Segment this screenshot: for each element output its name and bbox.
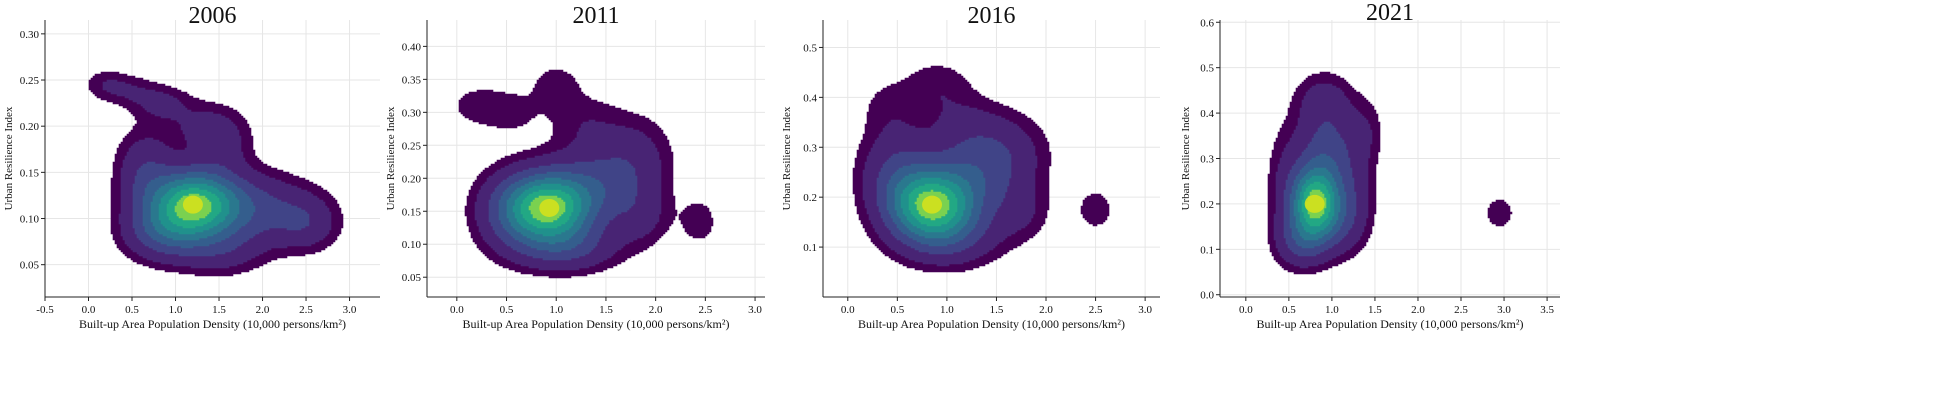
- x-tick-label: 0.0: [450, 304, 464, 316]
- kde-panel-2011: 0.0 0.5 1.0 1.5 2.0 2.5 3.0 0.05 0.10 0.15 0.20 0.2…: [380, 0, 775, 412]
- kde-panel-2016: 0.0 0.5 1.0 1.5 2.0 2.5 3.0 0.1 0.2 0.3 0.4 0.5 2016…: [775, 0, 1175, 412]
- x-tick-label: 0.5: [890, 304, 904, 316]
- x-tick-label: 3.0: [1497, 304, 1511, 316]
- y-tick-label: 0.20: [20, 121, 40, 133]
- x-tick-label: 3.0: [748, 304, 762, 316]
- chart-title: 2016: [968, 3, 1016, 29]
- kde-panel-2021: 0.0 0.5 1.0 1.5 2.0 2.5 3.0 3.5 0.0 0.1 0.2 0.3 0.4 0…: [1175, 0, 1568, 412]
- x-tick-label: 1.5: [599, 304, 613, 316]
- chart-title: 2021: [1366, 0, 1414, 26]
- x-tick-label: 1.5: [990, 304, 1004, 316]
- x-tick-label: -0.5: [36, 304, 54, 316]
- y-tick-label: 0.25: [402, 140, 422, 152]
- axes: 0.0 0.5 1.0 1.5 2.0 2.5 3.0 0.05 0.10 0.15 0.20 0.2…: [402, 20, 765, 316]
- y-tick-label: 0.4: [1200, 108, 1214, 120]
- kde-peak: [922, 195, 943, 214]
- x-tick-label: 2.0: [1039, 304, 1053, 316]
- kde-contours: [458, 69, 714, 279]
- x-tick-label: 2.0: [1411, 304, 1425, 316]
- y-tick-label: 0.25: [20, 75, 40, 87]
- axes: 0.0 0.5 1.0 1.5 2.0 2.5 3.0 3.5 0.0 0.1 0.2 0.3 0.4 0…: [1200, 17, 1560, 316]
- x-tick-label: 1.5: [212, 304, 226, 316]
- y-tick-label: 0.40: [402, 41, 422, 53]
- x-axis-label: Built-up Area Population Density (10,000…: [79, 317, 346, 331]
- y-tick-label: 0.6: [1200, 17, 1214, 29]
- x-tick-label: 0.5: [125, 304, 139, 316]
- y-tick-label: 0.2: [1200, 199, 1214, 211]
- y-tick-label: 0.30: [402, 107, 422, 119]
- x-tick-label: 2.5: [1454, 304, 1468, 316]
- x-tick-label: 2.5: [299, 304, 313, 316]
- x-tick-label: 0.0: [841, 304, 855, 316]
- y-tick-label: 0.0: [1200, 290, 1214, 302]
- chart-title: 2006: [189, 3, 237, 29]
- x-tick-label: 3.0: [1138, 304, 1152, 316]
- x-axis-label: Built-up Area Population Density (10,000…: [858, 317, 1125, 331]
- chart-svg: 0.0 0.5 1.0 1.5 2.0 2.5 3.0 3.5 0.0 0.1 0.2 0.3 0.4 0…: [1180, 0, 1560, 331]
- y-tick-label: 0.10: [402, 239, 422, 251]
- kde-peak: [1304, 194, 1325, 213]
- y-tick-label: 0.4: [803, 92, 817, 104]
- kde-peak: [539, 198, 560, 217]
- x-tick-label: 2.0: [256, 304, 270, 316]
- y-axis-label: Urban Resilience Index: [781, 106, 793, 210]
- kde-contours: [852, 65, 1110, 273]
- chart-svg: 0.0 0.5 1.0 1.5 2.0 2.5 3.0 0.05 0.10 0.15 0.20 0.2…: [385, 3, 765, 331]
- x-tick-label: 1.0: [549, 304, 563, 316]
- y-tick-label: 0.05: [402, 272, 422, 284]
- x-tick-label: 3.5: [1540, 304, 1554, 316]
- x-tick-label: 0.5: [500, 304, 514, 316]
- y-axis-label: Urban Resilience Index: [385, 106, 397, 210]
- chart-title: 2011: [572, 3, 619, 29]
- x-tick-label: 0.5: [1282, 304, 1296, 316]
- axes: 0.0 0.5 1.0 1.5 2.0 2.5 3.0 0.1 0.2 0.3 0.4 0.5: [803, 20, 1160, 316]
- x-tick-label: 3.0: [343, 304, 357, 316]
- y-tick-label: 0.05: [20, 260, 40, 272]
- y-tick-label: 0.5: [1200, 63, 1214, 75]
- y-tick-label: 0.5: [803, 42, 817, 54]
- kde-panel-2006: -0.5 0.0 0.5 1.0 1.5 2.0 2.5 3.0 0.05 0.10 0.15 0.2…: [0, 0, 390, 412]
- y-tick-label: 0.3: [803, 142, 817, 154]
- x-axis-label: Built-up Area Population Density (10,000…: [1257, 317, 1524, 331]
- x-tick-label: 0.0: [82, 304, 96, 316]
- x-tick-label: 2.0: [649, 304, 663, 316]
- y-tick-label: 0.2: [803, 192, 817, 204]
- y-tick-label: 0.10: [20, 214, 40, 226]
- x-tick-label: 1.0: [940, 304, 954, 316]
- y-tick-label: 0.30: [20, 29, 40, 41]
- x-tick-label: 1.0: [169, 304, 183, 316]
- x-tick-label: 2.5: [1089, 304, 1103, 316]
- y-tick-label: 0.15: [20, 167, 40, 179]
- y-tick-label: 0.20: [402, 173, 422, 185]
- y-tick-label: 0.1: [803, 242, 817, 254]
- chart-svg: 0.0 0.5 1.0 1.5 2.0 2.5 3.0 0.1 0.2 0.3 0.4 0.5 2016…: [781, 3, 1160, 331]
- kde-contours: [1267, 71, 1513, 275]
- x-tick-label: 1.0: [1325, 304, 1339, 316]
- x-axis-label: Built-up Area Population Density (10,000…: [463, 317, 730, 331]
- y-tick-label: 0.15: [402, 206, 422, 218]
- chart-svg: -0.5 0.0 0.5 1.0 1.5 2.0 2.5 3.0 0.05 0.10 0.15 0.2…: [3, 3, 380, 331]
- axes: -0.5 0.0 0.5 1.0 1.5 2.0 2.5 3.0 0.05 0.10 0.15 0.2…: [20, 20, 380, 316]
- y-tick-label: 0.3: [1200, 154, 1214, 166]
- kde-contours: [88, 71, 344, 277]
- x-tick-label: 1.5: [1368, 304, 1382, 316]
- y-tick-label: 0.35: [402, 74, 422, 86]
- y-axis-label: Urban Resilience Index: [3, 106, 15, 210]
- y-axis-label: Urban Resilience Index: [1180, 106, 1192, 210]
- y-tick-label: 0.1: [1200, 244, 1214, 256]
- x-tick-label: 2.5: [698, 304, 712, 316]
- kde-peak: [182, 195, 203, 214]
- x-tick-label: 0.0: [1239, 304, 1253, 316]
